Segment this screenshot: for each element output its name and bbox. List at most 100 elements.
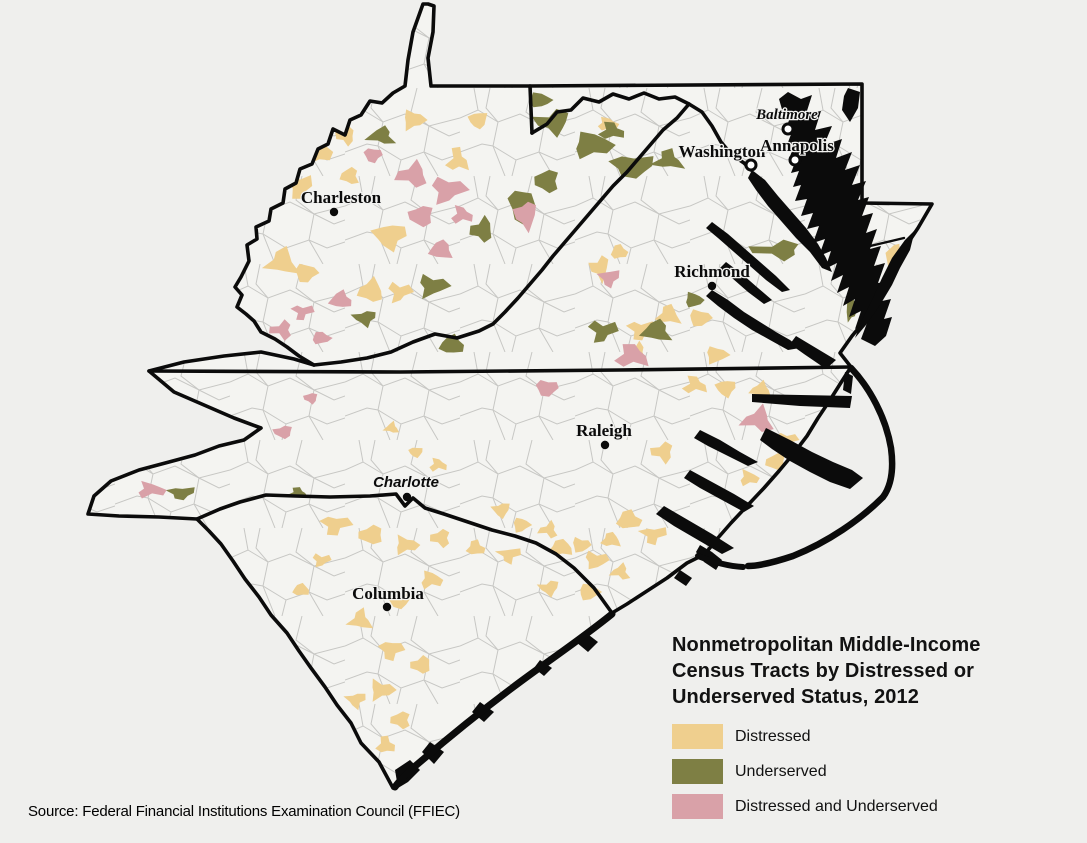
census-tract-both — [394, 158, 427, 188]
legend-swatch-underserved — [672, 759, 723, 784]
outer-banks-south — [744, 493, 887, 570]
census-tract-both — [407, 206, 433, 228]
census-tract-underserved — [350, 311, 376, 329]
census-tract-distressed — [445, 146, 469, 171]
census-tract-distressed — [312, 553, 332, 568]
city-marker-raleigh — [600, 440, 610, 450]
james-river-water — [706, 290, 800, 350]
census-tract-distressed — [386, 592, 410, 610]
legend: Distressed Underserved Distressed and Unde… — [672, 724, 1072, 819]
bogue-banks — [695, 553, 746, 570]
city-marker-washington — [744, 158, 758, 172]
census-tract-both — [431, 176, 470, 205]
outer-banks-north — [847, 364, 896, 501]
census-tract-distressed — [714, 381, 736, 399]
census-tract-distressed — [397, 534, 421, 556]
city-marker-annapolis — [788, 153, 802, 167]
map-title: Nonmetropolitan Middle-Income Census Tra… — [672, 634, 981, 708]
census-tract-distressed — [375, 735, 395, 753]
census-tract-distressed — [292, 582, 309, 596]
border-nc-sc — [195, 492, 614, 615]
census-tract-distressed — [490, 503, 510, 520]
albemarle-sound-water — [752, 394, 852, 408]
legend-label-underserved: Underserved — [735, 762, 827, 780]
census-tract-distressed — [261, 245, 301, 274]
census-tract-distressed — [467, 113, 488, 130]
census-tract-both — [596, 270, 620, 289]
census-tract-underserved — [587, 320, 619, 343]
census-tract-distressed — [345, 607, 374, 629]
census-tract-both — [303, 393, 318, 405]
census-tract-distressed — [358, 524, 382, 545]
city-label-raleigh: Raleigh — [576, 421, 632, 440]
census-tract-distressed — [339, 166, 359, 184]
census-tract-both — [427, 239, 453, 258]
census-tract-distressed — [465, 539, 486, 555]
census-tract-distressed — [654, 303, 682, 324]
census-tract-underserved — [469, 214, 492, 243]
census-tract-both — [272, 425, 292, 440]
census-tract-underserved — [420, 273, 452, 300]
census-tract-underserved — [576, 131, 616, 160]
census-tract-both — [138, 480, 167, 499]
census-tract-underserved — [364, 125, 397, 144]
census-tract-distressed — [319, 516, 354, 536]
census-tract-distressed — [430, 528, 450, 549]
city-marker-baltimore — [781, 122, 795, 136]
potomac-river-water — [748, 170, 832, 272]
census-tract-distressed — [600, 531, 621, 547]
city-label-annapolis: Annapolis — [760, 136, 834, 155]
city-label-columbia: Columbia — [352, 584, 424, 603]
census-tract-underserved — [531, 108, 569, 138]
census-tracts-layer — [138, 92, 900, 753]
border-potomac — [530, 91, 753, 172]
census-tract-distressed — [536, 580, 559, 598]
cities-layer: Charleston Washington Baltimore Annapolis Ri… — [300, 106, 835, 612]
pamlico-sound-water — [760, 428, 863, 489]
census-tract-underserved — [530, 92, 554, 108]
census-tract-distressed — [615, 509, 643, 529]
census-tract-distressed — [388, 281, 414, 304]
water-layer — [395, 88, 915, 788]
city-label-baltimore: Baltimore — [755, 107, 818, 123]
census-tract-underserved — [597, 121, 625, 139]
white-oak-river-water — [656, 506, 734, 554]
census-tract-distressed — [372, 678, 397, 702]
legend-item-underserved: Underserved — [672, 759, 1072, 784]
cape-fear-estuary-water — [674, 545, 722, 586]
census-tract-underserved — [686, 291, 705, 308]
census-tract-distressed — [625, 321, 654, 341]
legend-swatch-both — [672, 794, 723, 819]
census-tract-both — [451, 205, 473, 224]
census-tract-distressed — [637, 527, 667, 546]
census-tract-distressed — [421, 570, 444, 590]
census-tract-underserved — [438, 333, 464, 353]
sc-coastline — [391, 610, 616, 791]
census-tract-both — [512, 201, 536, 234]
census-tract-underserved — [649, 148, 686, 169]
census-tract-both — [312, 331, 333, 345]
census-tract-distressed — [494, 548, 521, 565]
census-tract-underserved — [638, 318, 673, 341]
outer-state-border — [86, 2, 934, 790]
census-tract-distressed — [429, 457, 447, 472]
census-tract-distressed — [382, 420, 400, 433]
city-marker-charlotte — [402, 492, 412, 502]
city-label-charlotte: Charlotte — [373, 474, 439, 491]
census-tract-distressed — [370, 225, 407, 253]
source-note: Source: Federal Financial Institutions E… — [28, 803, 460, 820]
census-tract-distressed — [390, 711, 410, 730]
census-tract-distressed — [295, 263, 320, 283]
census-tract-both — [614, 344, 649, 367]
census-tract-underserved — [165, 487, 195, 501]
census-tract-both — [363, 148, 383, 164]
census-tract-distressed — [608, 562, 631, 580]
legend-label-both: Distressed and Underserved — [735, 797, 938, 815]
border-md-va-shore — [864, 236, 906, 249]
state-borders — [86, 2, 934, 790]
census-tract-both — [290, 305, 315, 321]
census-tract-both — [327, 289, 352, 307]
census-tract-distressed — [343, 693, 366, 711]
legend-swatch-distressed — [672, 724, 723, 749]
